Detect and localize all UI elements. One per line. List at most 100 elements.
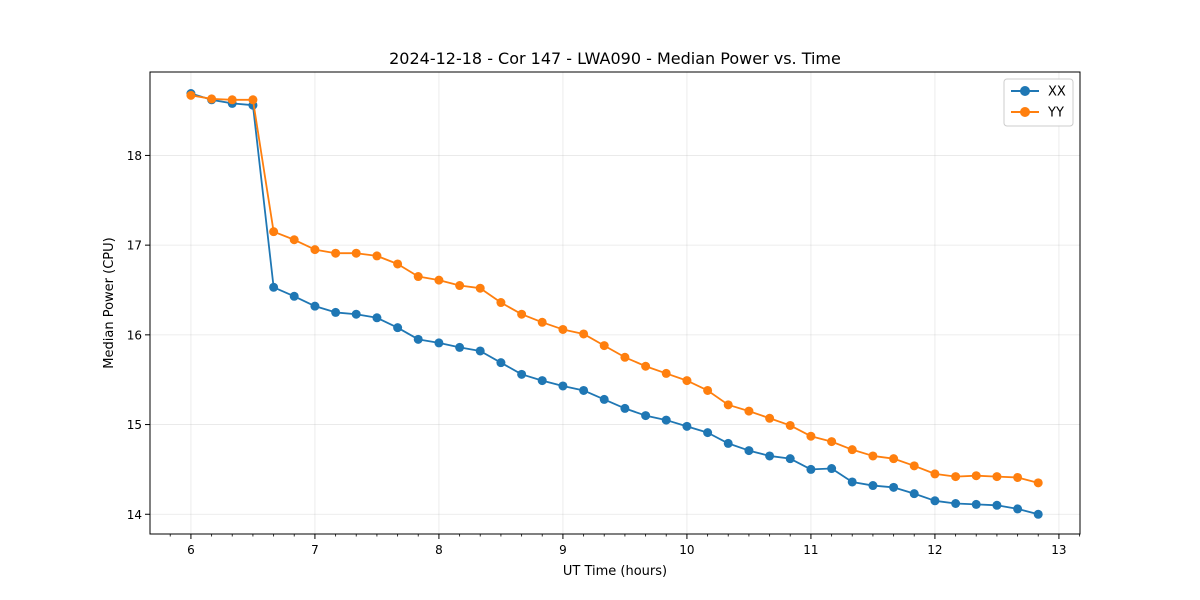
data-point-yy [909, 461, 919, 471]
axes-frame [149, 71, 1081, 535]
data-point-xx [847, 477, 857, 487]
x-tick-label: 11 [803, 543, 818, 557]
data-point-xx [1033, 509, 1043, 519]
data-point-xx [372, 313, 382, 323]
data-point-xx [661, 415, 671, 425]
data-point-yy [455, 281, 465, 291]
data-point-yy [868, 451, 878, 461]
data-point-xx [909, 489, 919, 499]
data-point-yy [475, 283, 485, 293]
legend: XX YY [1003, 78, 1074, 127]
data-point-yy [413, 272, 423, 282]
data-point-yy [723, 400, 733, 410]
data-point-xx [703, 428, 713, 438]
data-point-yy [703, 385, 713, 395]
grid [150, 72, 1080, 534]
data-point-yy [785, 420, 795, 430]
data-point-yy [331, 248, 341, 258]
data-point-yy [847, 445, 857, 455]
data-point-yy [744, 406, 754, 416]
data-point-yy [579, 329, 589, 339]
data-point-yy [269, 227, 279, 237]
data-point-xx [992, 500, 1002, 510]
chart-title: 2024-12-18 - Cor 147 - LWA090 - Median P… [389, 49, 841, 68]
data-point-xx [517, 369, 527, 379]
data-point-xx [723, 438, 733, 448]
data-point-xx [331, 307, 341, 317]
data-point-xx [889, 482, 899, 492]
data-point-xx [351, 309, 361, 319]
data-point-xx [599, 394, 609, 404]
data-point-yy [227, 95, 237, 105]
data-point-yy [951, 472, 961, 482]
data-point-yy [599, 341, 609, 351]
data-point-yy [517, 309, 527, 319]
x-tick-label: 7 [311, 543, 319, 557]
data-point-yy [827, 437, 837, 447]
data-point-yy [537, 317, 547, 327]
data-point-xx [951, 498, 961, 508]
data-point-xx [434, 338, 444, 348]
legend-marker-yy [1020, 107, 1030, 117]
x-tick-label: 10 [679, 543, 694, 557]
data-point-xx [971, 499, 981, 509]
data-point-xx [496, 358, 506, 368]
data-point-yy [765, 413, 775, 423]
data-point-xx [785, 454, 795, 464]
y-tick-label: 15 [127, 418, 142, 432]
data-point-yy [558, 324, 568, 334]
y-tick-label: 14 [127, 508, 142, 522]
data-point-xx [682, 421, 692, 431]
data-point-yy [207, 94, 217, 104]
data-point-yy [186, 90, 196, 100]
data-point-yy [971, 471, 981, 481]
data-point-xx [558, 381, 568, 391]
x-tick-label: 6 [187, 543, 195, 557]
legend-marker-xx [1020, 86, 1030, 96]
y-tick-label: 18 [127, 149, 142, 163]
data-point-xx [641, 411, 651, 421]
legend-label-xx: XX [1048, 85, 1066, 100]
data-point-yy [930, 469, 940, 479]
x-axis-label: UT Time (hours) [563, 564, 667, 579]
data-point-xx [310, 301, 320, 311]
data-point-yy [641, 361, 651, 371]
data-point-xx [930, 496, 940, 506]
data-point-yy [372, 251, 382, 261]
data-point-yy [992, 472, 1002, 482]
data-point-yy [1013, 472, 1023, 482]
data-point-xx [537, 376, 547, 386]
data-point-xx [868, 481, 878, 491]
data-point-yy [289, 235, 299, 245]
data-point-xx [1013, 504, 1023, 514]
data-point-xx [620, 403, 630, 413]
x-tick-label: 8 [435, 543, 443, 557]
data-point-yy [682, 376, 692, 386]
data-point-yy [310, 245, 320, 255]
data-point-xx [827, 464, 837, 474]
data-point-xx [579, 385, 589, 395]
data-point-yy [351, 248, 361, 258]
x-tick-label: 9 [559, 543, 567, 557]
axis-ticks: 6 7 8 9 10 11 12 13 14 15 16 17 18 [127, 149, 1081, 557]
data-point-yy [393, 259, 403, 269]
data-point-yy [434, 275, 444, 285]
y-tick-label: 17 [127, 239, 142, 253]
data-point-xx [744, 446, 754, 456]
data-point-yy [1033, 478, 1043, 488]
data-point-xx [765, 451, 775, 461]
y-axis-label: Median Power (CPU) [102, 237, 117, 368]
data-point-xx [393, 323, 403, 333]
data-point-xx [413, 334, 423, 344]
data-point-yy [889, 454, 899, 464]
x-tick-label: 12 [927, 543, 942, 557]
data-point-xx [269, 282, 279, 292]
data-point-xx [806, 464, 816, 474]
data-point-yy [620, 352, 630, 362]
legend-label-yy: YY [1047, 106, 1064, 121]
x-tick-label: 13 [1051, 543, 1066, 557]
data-point-yy [248, 95, 258, 105]
data-point-yy [496, 298, 506, 308]
